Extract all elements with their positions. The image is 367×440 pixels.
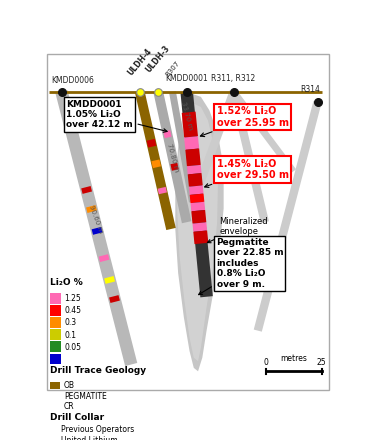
Text: 25: 25 — [317, 358, 327, 367]
Text: CR: CR — [64, 402, 75, 411]
FancyBboxPatch shape — [50, 382, 61, 389]
Text: R314: R314 — [301, 85, 320, 94]
Text: OB: OB — [64, 381, 75, 390]
FancyBboxPatch shape — [50, 329, 61, 340]
Text: Previous Operators: Previous Operators — [61, 425, 134, 434]
Text: Drill Collar: Drill Collar — [50, 414, 104, 422]
FancyBboxPatch shape — [50, 354, 61, 364]
Text: 33.70 m: 33.70 m — [180, 101, 193, 130]
Text: 70.80 m: 70.80 m — [166, 143, 179, 173]
FancyBboxPatch shape — [50, 403, 61, 410]
Text: KMDD0001
1.05% Li₂O
over 42.12 m: KMDD0001 1.05% Li₂O over 42.12 m — [66, 99, 167, 132]
Text: Mineralized
envelope: Mineralized envelope — [207, 216, 268, 243]
Text: 0.05: 0.05 — [64, 343, 81, 352]
Text: 0.1: 0.1 — [64, 330, 76, 340]
FancyBboxPatch shape — [50, 317, 61, 328]
Text: ULDH-3: ULDH-3 — [144, 43, 172, 74]
FancyBboxPatch shape — [50, 341, 61, 352]
FancyBboxPatch shape — [50, 392, 61, 400]
Text: 1.52% Li₂O
over 25.95 m: 1.52% Li₂O over 25.95 m — [200, 106, 288, 136]
Text: KMDD0006: KMDD0006 — [51, 76, 94, 85]
Text: 1.25: 1.25 — [64, 294, 81, 303]
Text: KMDD0001: KMDD0001 — [165, 74, 208, 83]
Text: 0.3: 0.3 — [64, 318, 76, 327]
Polygon shape — [175, 93, 224, 371]
Text: 0: 0 — [264, 358, 269, 367]
Text: United Lithium: United Lithium — [61, 436, 117, 440]
Text: R311, R312: R311, R312 — [211, 74, 256, 83]
Text: Pegmatite
over 22.85 m
includes
0.8% Li₂O
over 9 m.: Pegmatite over 22.85 m includes 0.8% Li₂… — [199, 238, 283, 295]
Text: 1.45% Li₂O
over 29.50 m: 1.45% Li₂O over 29.50 m — [205, 158, 288, 187]
Text: Drill Trace Geology: Drill Trace Geology — [50, 366, 146, 375]
Text: PEGMATITE: PEGMATITE — [64, 392, 106, 400]
Text: 90.60 m: 90.60 m — [88, 204, 103, 234]
Polygon shape — [177, 103, 218, 361]
FancyBboxPatch shape — [50, 305, 61, 316]
Text: Li₂O %: Li₂O % — [50, 278, 83, 287]
Text: R307: R307 — [164, 59, 181, 77]
Text: 0.45: 0.45 — [64, 306, 81, 315]
Text: ULDH-4: ULDH-4 — [126, 47, 153, 77]
Text: metres: metres — [281, 354, 308, 363]
FancyBboxPatch shape — [50, 293, 61, 304]
